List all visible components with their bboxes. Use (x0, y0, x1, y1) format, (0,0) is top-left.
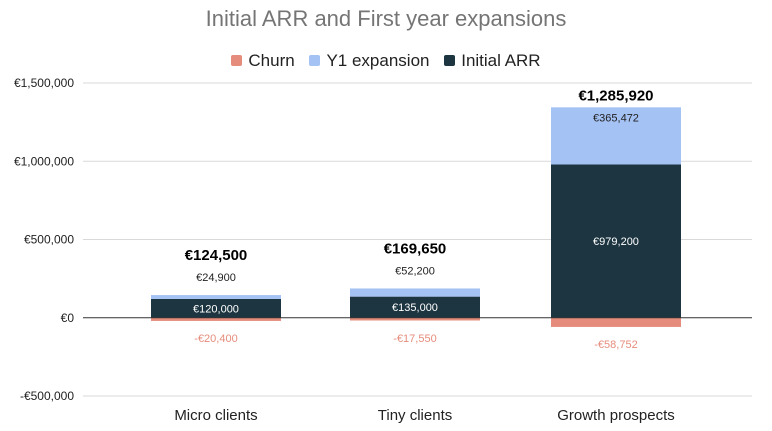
legend-item-churn: Churn (231, 51, 295, 71)
legend-swatch-initial-arr (444, 55, 456, 66)
data-label-churn: -€17,550 (393, 333, 436, 345)
x-tick-label: Growth prospects (557, 407, 675, 424)
data-label-total: €169,650 (384, 240, 447, 257)
data-label-churn: -€58,752 (594, 339, 637, 351)
legend-swatch-churn (231, 55, 243, 66)
legend-label-churn: Churn (248, 51, 295, 70)
legend-item-y1-expansion: Y1 expansion (309, 51, 429, 71)
legend-item-initial-arr: Initial ARR (444, 51, 541, 71)
bar-y1-expansion (551, 107, 681, 165)
x-tick-label: Tiny clients (378, 407, 452, 424)
bar-y1-expansion (350, 288, 480, 297)
data-label-total: €124,500 (185, 247, 248, 264)
y-tick-label: -€500,000 (20, 389, 74, 403)
data-label-churn: -€20,400 (194, 333, 237, 345)
bar-churn (551, 317, 681, 327)
data-label-initial-arr: €120,000 (193, 303, 239, 315)
bar-initial-arr (350, 296, 480, 318)
bar-initial-arr (551, 164, 681, 318)
legend: Churn Y1 expansion Initial ARR (0, 51, 772, 71)
data-label-y1-expansion: €24,900 (196, 272, 236, 284)
y-tick-label: €500,000 (24, 233, 74, 247)
y-tick-label: €1,500,000 (14, 76, 74, 90)
bar-churn (151, 317, 281, 321)
data-label-total: €1,285,920 (578, 87, 653, 104)
legend-label-y1-expansion: Y1 expansion (326, 51, 430, 70)
y-tick-label: €0 (61, 311, 75, 325)
legend-label-initial-arr: Initial ARR (461, 51, 541, 70)
data-label-y1-expansion: €52,200 (395, 265, 435, 277)
chart-title: Initial ARR and First year expansions (205, 6, 567, 31)
data-label-initial-arr: €979,200 (593, 236, 639, 248)
bar-initial-arr (151, 298, 281, 318)
bar-y1-expansion (151, 295, 281, 299)
bar-churn (350, 317, 480, 321)
legend-swatch-y1-expansion (309, 55, 321, 66)
x-tick-label: Micro clients (174, 407, 257, 424)
data-label-y1-expansion: €365,472 (593, 112, 639, 124)
y-tick-label: €1,000,000 (14, 154, 74, 168)
data-label-initial-arr: €135,000 (392, 302, 438, 314)
